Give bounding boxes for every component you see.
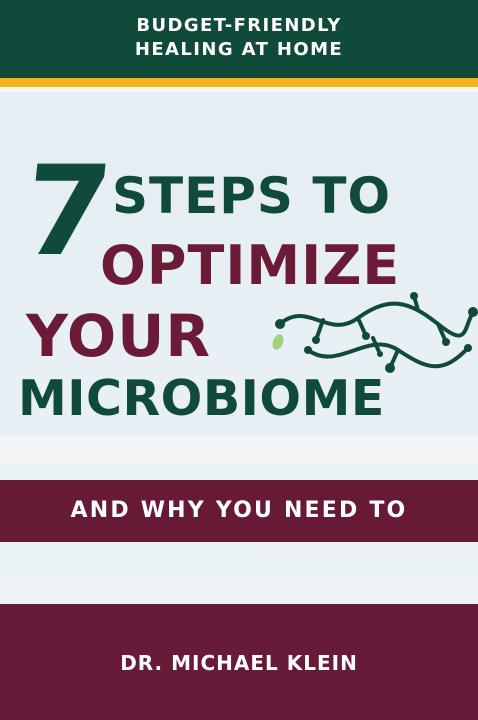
- yellow-divider: [0, 78, 478, 87]
- white-divider: [0, 87, 478, 92]
- subtitle-banner: AND WHY YOU NEED TO: [0, 480, 478, 542]
- tagline-line-2: HEALING AT HOME: [0, 38, 478, 62]
- subtitle: AND WHY YOU NEED TO: [0, 496, 478, 526]
- top-banner: BUDGET-FRIENDLY HEALING AT HOME: [0, 0, 478, 78]
- title-line-optimize: OPTIMIZE: [100, 236, 400, 296]
- title-line-your: YOUR: [26, 304, 211, 368]
- microbe-squiggle-icon: [268, 290, 478, 380]
- title-line-steps: STEPS TO: [112, 168, 391, 224]
- light-strip: [0, 436, 478, 464]
- author-banner: DR. MICHAEL KLEIN: [0, 604, 478, 720]
- tagline-line-1: BUDGET-FRIENDLY: [0, 14, 478, 38]
- tagline: BUDGET-FRIENDLY HEALING AT HOME: [0, 14, 478, 62]
- author-name: DR. MICHAEL KLEIN: [0, 650, 478, 676]
